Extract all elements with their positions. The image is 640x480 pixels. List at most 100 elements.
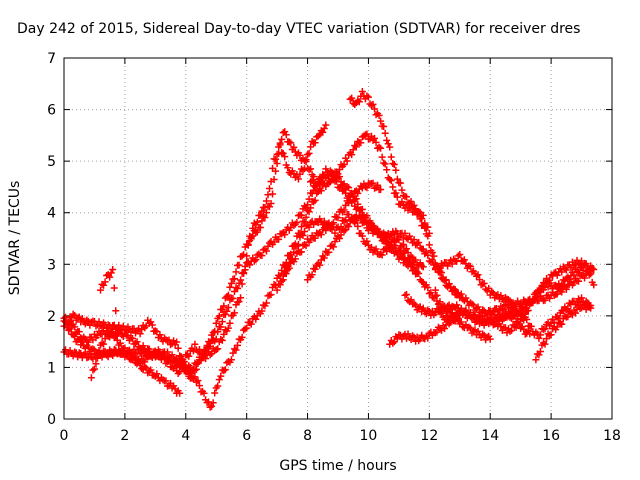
- data-point: [220, 367, 228, 375]
- data-point: [377, 144, 385, 152]
- data-point: [393, 175, 401, 183]
- data-point: [250, 257, 258, 265]
- data-point: [164, 337, 172, 345]
- data-point: [428, 249, 436, 257]
- data-point: [296, 170, 304, 178]
- data-point: [386, 143, 394, 151]
- data-point: [147, 366, 155, 374]
- data-point: [581, 261, 589, 269]
- data-point: [252, 256, 260, 264]
- data-point: [209, 399, 217, 407]
- data-point: [413, 240, 421, 248]
- data-point: [218, 318, 226, 326]
- data-point: [189, 365, 197, 373]
- data-point: [106, 333, 114, 341]
- data-point: [558, 320, 566, 328]
- data-point: [441, 325, 449, 333]
- data-point: [240, 269, 248, 277]
- data-point: [214, 345, 222, 353]
- data-point: [153, 370, 161, 378]
- data-point: [436, 305, 444, 313]
- x-tick-label: 0: [60, 428, 69, 444]
- data-point: [311, 234, 319, 242]
- data-point: [418, 278, 426, 286]
- data-point: [331, 238, 339, 246]
- data-point: [590, 281, 598, 289]
- data-point: [305, 223, 313, 231]
- data-point: [281, 231, 289, 239]
- y-tick-label: 2: [47, 309, 56, 325]
- data-point: [409, 332, 417, 340]
- data-point: [354, 200, 362, 208]
- data-point: [275, 235, 283, 243]
- data-point: [410, 300, 418, 308]
- plot-frame: [63, 57, 613, 420]
- data-point: [357, 139, 365, 147]
- data-point: [311, 265, 319, 273]
- data-point: [262, 209, 270, 217]
- data-point: [132, 339, 140, 347]
- data-point: [433, 328, 441, 336]
- data-point: [319, 128, 327, 136]
- data-point: [433, 291, 441, 299]
- data-point: [100, 340, 108, 348]
- y-tick-label: 7: [47, 51, 56, 67]
- data-point: [331, 168, 339, 176]
- data-point: [371, 134, 379, 142]
- data-point: [375, 227, 383, 235]
- data-point: [404, 330, 412, 338]
- series-pass-7: [279, 210, 427, 284]
- data-point: [407, 198, 415, 206]
- data-point: [543, 335, 551, 343]
- data-point: [107, 350, 115, 358]
- data-point: [297, 248, 305, 256]
- data-point: [488, 288, 496, 296]
- data-point: [407, 296, 415, 304]
- x-tick-label: 8: [303, 428, 312, 444]
- series-pass-8: [273, 179, 385, 294]
- data-point: [238, 333, 246, 341]
- data-point: [230, 275, 238, 283]
- data-point: [183, 351, 191, 359]
- data-point: [62, 313, 70, 321]
- data-point: [418, 331, 426, 339]
- data-point: [521, 310, 529, 318]
- data-point: [176, 368, 184, 376]
- series-pass-10: [346, 88, 433, 237]
- data-point: [558, 288, 566, 296]
- data-point: [278, 149, 286, 157]
- data-point: [361, 218, 369, 226]
- series-pass-17: [495, 308, 534, 338]
- data-point: [486, 335, 494, 343]
- data-point: [215, 376, 223, 384]
- data-point: [307, 143, 315, 151]
- series-pass-14: [532, 300, 595, 364]
- data-point: [587, 270, 595, 278]
- data-point: [334, 214, 342, 222]
- data-point: [129, 335, 136, 343]
- data-point: [273, 160, 281, 168]
- data-point: [212, 319, 220, 327]
- data-point: [398, 242, 406, 250]
- data-point: [358, 205, 366, 213]
- data-point: [587, 304, 595, 312]
- data-point: [278, 277, 286, 285]
- data-point: [276, 141, 284, 149]
- data-point: [390, 338, 398, 346]
- data-point: [162, 377, 170, 385]
- data-point: [211, 327, 219, 335]
- data-point: [275, 271, 283, 279]
- data-point: [301, 240, 309, 248]
- data-point: [434, 300, 442, 308]
- data-point: [474, 271, 482, 279]
- data-point: [553, 313, 561, 321]
- x-tick-label: 14: [481, 428, 499, 444]
- data-point: [226, 319, 234, 327]
- data-point: [319, 170, 327, 178]
- data-point: [95, 348, 103, 356]
- data-point: [562, 266, 570, 274]
- data-point: [425, 229, 433, 237]
- data-point: [371, 105, 379, 113]
- data-point: [314, 132, 322, 140]
- data-point: [302, 242, 310, 250]
